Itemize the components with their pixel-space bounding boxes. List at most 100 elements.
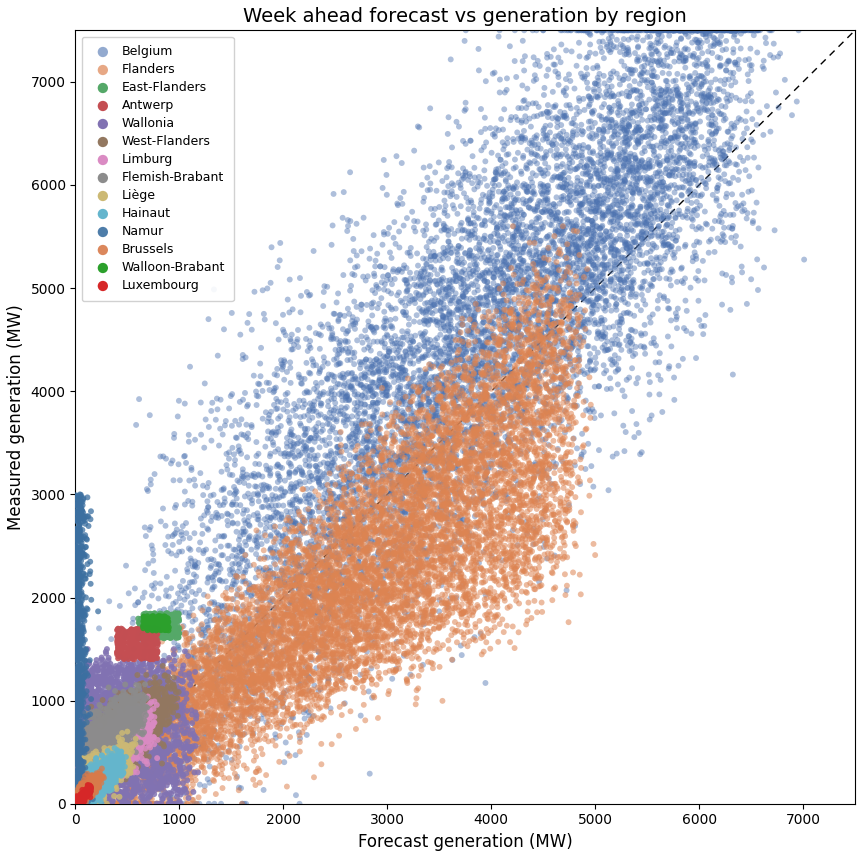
Point — [424, 539, 438, 553]
Point — [114, 740, 127, 754]
Point — [566, 126, 579, 140]
Point — [120, 694, 133, 708]
Point — [508, 422, 522, 436]
Point — [349, 511, 362, 525]
Point — [660, 301, 674, 315]
Point — [84, 734, 97, 748]
Point — [483, 581, 497, 595]
Point — [495, 266, 509, 280]
Point — [132, 728, 146, 741]
Point — [78, 784, 92, 798]
Point — [105, 714, 119, 728]
Point — [536, 476, 549, 490]
Point — [438, 503, 452, 517]
Point — [164, 692, 177, 705]
Point — [542, 228, 555, 242]
Point — [706, 134, 720, 148]
Point — [506, 575, 520, 589]
Point — [115, 736, 129, 750]
Point — [90, 772, 104, 786]
Point — [93, 764, 107, 778]
Point — [83, 779, 96, 793]
Point — [115, 736, 128, 750]
Point — [108, 747, 121, 761]
Point — [545, 214, 559, 227]
Point — [71, 795, 84, 809]
Point — [102, 746, 115, 760]
Point — [87, 674, 101, 688]
Point — [436, 357, 449, 371]
Point — [339, 390, 353, 403]
Point — [511, 308, 524, 322]
Point — [519, 184, 533, 198]
Point — [607, 407, 621, 420]
Point — [101, 716, 115, 729]
Point — [480, 253, 494, 267]
Point — [338, 525, 351, 539]
Point — [496, 444, 510, 457]
Point — [474, 412, 487, 426]
Point — [325, 476, 339, 490]
Point — [151, 708, 164, 722]
Point — [325, 597, 338, 611]
Point — [507, 517, 521, 530]
Point — [510, 277, 523, 291]
Point — [98, 732, 112, 746]
Point — [437, 461, 451, 474]
Point — [504, 545, 517, 559]
Point — [151, 621, 164, 635]
Point — [548, 362, 562, 376]
Point — [89, 776, 102, 789]
Point — [256, 613, 269, 626]
Point — [298, 617, 312, 631]
Point — [107, 764, 121, 778]
Point — [635, 60, 648, 74]
Point — [85, 743, 99, 757]
Point — [482, 442, 496, 456]
Point — [697, 274, 710, 287]
Point — [98, 745, 112, 758]
Point — [157, 617, 170, 631]
Point — [418, 366, 432, 379]
Point — [121, 717, 135, 731]
Point — [404, 564, 418, 577]
Point — [116, 777, 130, 791]
Point — [674, 275, 688, 288]
Point — [719, 187, 733, 201]
Point — [473, 485, 486, 498]
Point — [77, 641, 90, 655]
Point — [132, 737, 146, 751]
Point — [426, 501, 440, 515]
Point — [349, 535, 362, 549]
Point — [264, 415, 278, 429]
Point — [298, 617, 312, 631]
Point — [375, 455, 388, 468]
Point — [375, 181, 389, 195]
Point — [305, 714, 319, 728]
Point — [685, 49, 699, 63]
Point — [92, 725, 106, 739]
Point — [499, 372, 513, 385]
Point — [276, 597, 289, 611]
Point — [73, 787, 87, 801]
Point — [247, 616, 261, 630]
Point — [492, 555, 505, 569]
Point — [477, 387, 491, 401]
Point — [655, 184, 669, 198]
Point — [329, 566, 343, 580]
Point — [125, 706, 139, 720]
Point — [115, 742, 128, 756]
Point — [83, 776, 96, 789]
Point — [393, 567, 406, 581]
Point — [86, 775, 100, 789]
Point — [112, 764, 126, 777]
Point — [523, 399, 536, 413]
Point — [121, 710, 134, 724]
Point — [650, 293, 664, 307]
Point — [407, 476, 421, 490]
Point — [610, 214, 624, 227]
Point — [432, 529, 446, 542]
Point — [423, 357, 437, 371]
Point — [133, 631, 147, 645]
Point — [84, 754, 98, 768]
